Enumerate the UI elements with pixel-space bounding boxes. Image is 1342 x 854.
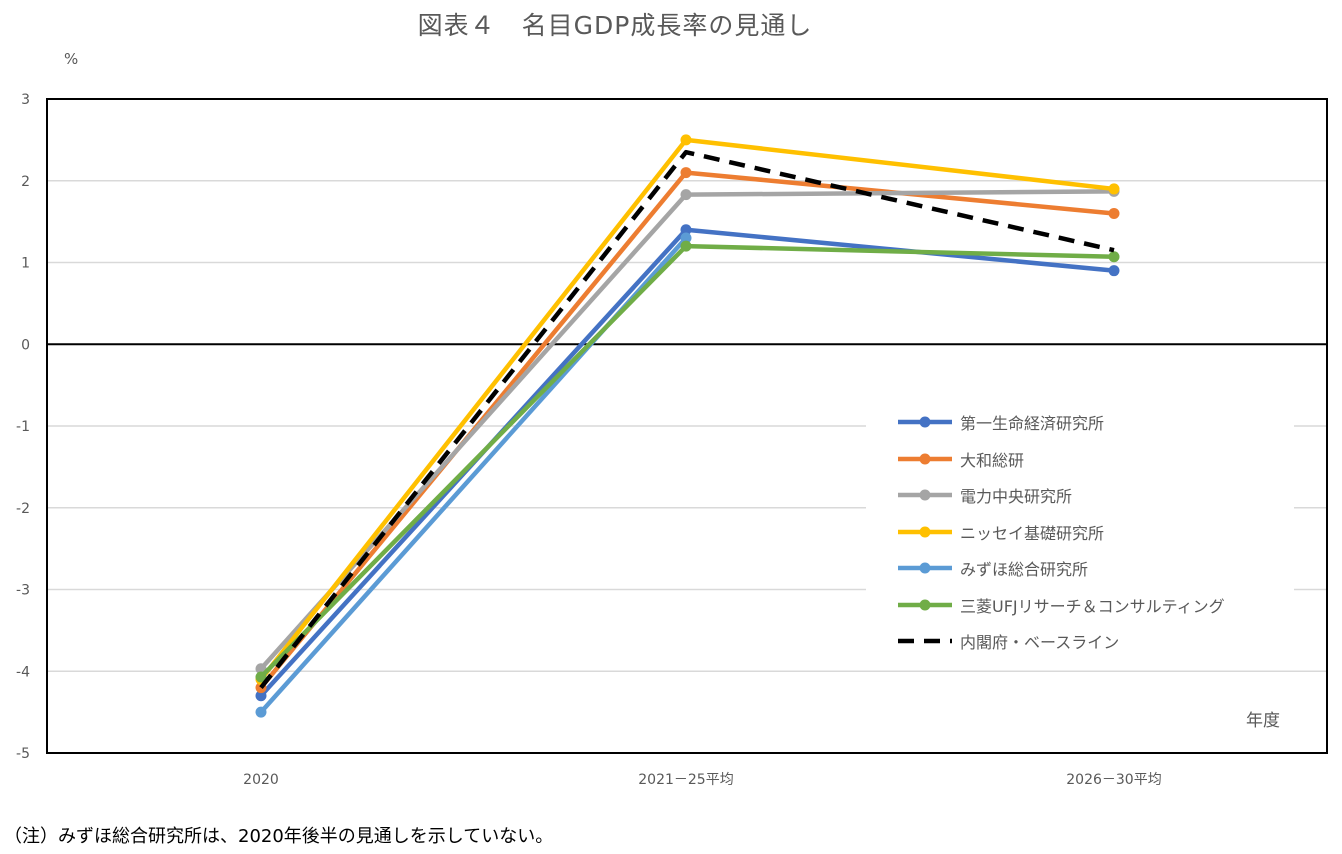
legend-marker bbox=[898, 638, 952, 644]
x-tick-label: 2020 bbox=[243, 772, 279, 788]
x-tick-label: 2021－25平均 bbox=[638, 772, 733, 788]
y-tick-label: 3 bbox=[21, 92, 30, 108]
legend-marker bbox=[898, 562, 952, 574]
footnote: （注）みずほ総合研究所は、2020年後半の見通しを示していない。 bbox=[4, 826, 554, 847]
data-point bbox=[1108, 265, 1120, 277]
legend-marker bbox=[898, 489, 952, 501]
data-point bbox=[1108, 207, 1120, 219]
data-series bbox=[255, 134, 1120, 718]
data-point bbox=[680, 224, 692, 236]
legend-dot bbox=[919, 562, 931, 574]
legend-swatch bbox=[896, 560, 954, 576]
series-0 bbox=[255, 224, 1120, 702]
plot-area-frame bbox=[46, 98, 1328, 754]
series-6 bbox=[259, 149, 1115, 689]
y-tick-label: -1 bbox=[16, 419, 30, 435]
legend-item-mizuho: みずほ総合研究所 bbox=[896, 556, 1088, 580]
x-tick-labels: 2020 2021－25平均 2026－30平均 bbox=[243, 772, 1162, 788]
series-1 bbox=[255, 167, 1120, 694]
data-point bbox=[255, 706, 267, 718]
y-tick-label: -2 bbox=[16, 501, 30, 517]
chart-title: 図表４ 名目GDP成長率の見通し bbox=[417, 11, 813, 40]
data-point bbox=[680, 232, 692, 244]
y-tick-label: 1 bbox=[21, 256, 30, 272]
legend-item-cabinet-office: 内閣府・ベースライン bbox=[896, 629, 1119, 653]
legend-label: 内閣府・ベースライン bbox=[960, 633, 1120, 652]
legend-item-nli: ニッセイ基礎研究所 bbox=[896, 520, 1104, 544]
data-point bbox=[1108, 251, 1120, 263]
x-tick-label: 2026－30平均 bbox=[1066, 772, 1161, 788]
legend-item-murc: 三菱UFJリサーチ＆コンサルティング bbox=[896, 593, 1225, 617]
legend-label: 電力中央研究所 bbox=[960, 487, 1073, 506]
chart-legend: 第一生命経済研究所 大和総研 電力中央研究所 ニッセイ基礎研究所 みずほ総合研究… bbox=[866, 404, 1294, 660]
x-axis-title: 年度 bbox=[1246, 711, 1280, 731]
y-tick-label: 2 bbox=[21, 174, 30, 190]
legend-dot bbox=[919, 599, 931, 611]
legend-swatch bbox=[896, 597, 954, 613]
legend-label: みずほ総合研究所 bbox=[960, 560, 1089, 579]
legend-swatch bbox=[896, 414, 954, 430]
data-point bbox=[1108, 183, 1120, 195]
legend-dot bbox=[919, 526, 931, 538]
y-axis-unit-label: % bbox=[64, 50, 79, 68]
y-tick-label: -3 bbox=[16, 583, 30, 599]
data-point bbox=[680, 167, 692, 179]
legend-label: 第一生命経済研究所 bbox=[960, 414, 1105, 433]
legend-label: ニッセイ基礎研究所 bbox=[960, 524, 1105, 543]
series-5 bbox=[255, 240, 1120, 683]
data-point bbox=[680, 240, 692, 252]
legend-dot bbox=[919, 453, 931, 465]
legend-marker bbox=[898, 416, 952, 428]
legend-marker bbox=[898, 453, 952, 465]
legend-marker bbox=[898, 526, 952, 538]
legend-marker bbox=[898, 599, 952, 611]
y-tick-label: 0 bbox=[21, 337, 30, 353]
legend-item-criepi: 電力中央研究所 bbox=[896, 483, 1072, 507]
legend-swatch bbox=[896, 633, 954, 649]
data-point bbox=[255, 690, 267, 702]
legend-label: 三菱UFJリサーチ＆コンサルティング bbox=[960, 597, 1225, 616]
legend-label: 大和総研 bbox=[960, 451, 1025, 470]
legend-dot bbox=[919, 489, 931, 501]
legend-swatch bbox=[896, 451, 954, 467]
y-tick-labels: 3 2 1 0 -1 -2 -3 -4 -5 bbox=[16, 92, 30, 762]
data-point bbox=[680, 134, 692, 146]
legend-swatch bbox=[896, 524, 954, 540]
y-tick-label: -4 bbox=[16, 664, 30, 680]
legend-swatch bbox=[896, 487, 954, 503]
legend-item-daiwa: 大和総研 bbox=[896, 447, 1024, 471]
legend-dot bbox=[919, 416, 931, 428]
data-point bbox=[680, 189, 692, 201]
legend-item-dai-ichi-life: 第一生命経済研究所 bbox=[896, 410, 1104, 434]
y-tick-label: -5 bbox=[16, 746, 30, 762]
data-point bbox=[255, 671, 267, 683]
series-line bbox=[259, 149, 1115, 689]
